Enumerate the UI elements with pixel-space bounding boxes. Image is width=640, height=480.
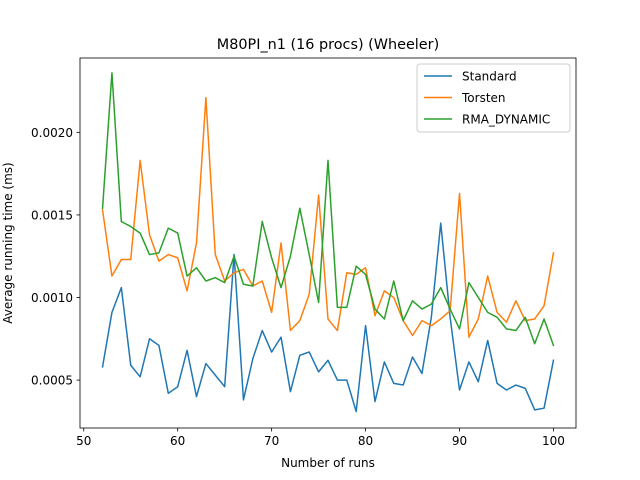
plot-frame [79,57,577,429]
series-line-rma-dynamic [101,72,555,347]
legend-box [416,63,571,133]
y-tick-label: 0.0010 [31,291,73,305]
y-tick-label: 0.0020 [31,126,73,140]
x-tick-label: 50 [76,434,91,448]
x-axis-ticks: 50 60 70 80 90 100 [76,428,565,448]
legend-label: Torsten [461,91,506,105]
legend-label: RMA_DYNAMIC [462,113,550,127]
x-tick-label: 80 [358,434,373,448]
plot-lines [101,72,555,413]
y-axis-label: Average running time (ms) [1,162,15,323]
series-line-torsten [101,96,555,338]
x-tick-label: 90 [452,434,467,448]
x-tick-label: 60 [170,434,185,448]
y-tick-label: 0.0005 [31,374,73,388]
x-tick-label: 70 [264,434,279,448]
legend-label: Standard [462,70,517,84]
chart-title: M80PI_n1 (16 procs) (Wheeler) [217,37,439,53]
x-tick-label: 100 [542,434,565,448]
series-line-standard [101,222,555,413]
x-axis-label: Number of runs [281,456,375,470]
y-axis-ticks: 0.0005 0.0010 0.0015 0.0020 [31,126,80,388]
y-tick-label: 0.0015 [31,208,73,222]
legend: Standard Torsten RMA_DYNAMIC [416,63,571,133]
